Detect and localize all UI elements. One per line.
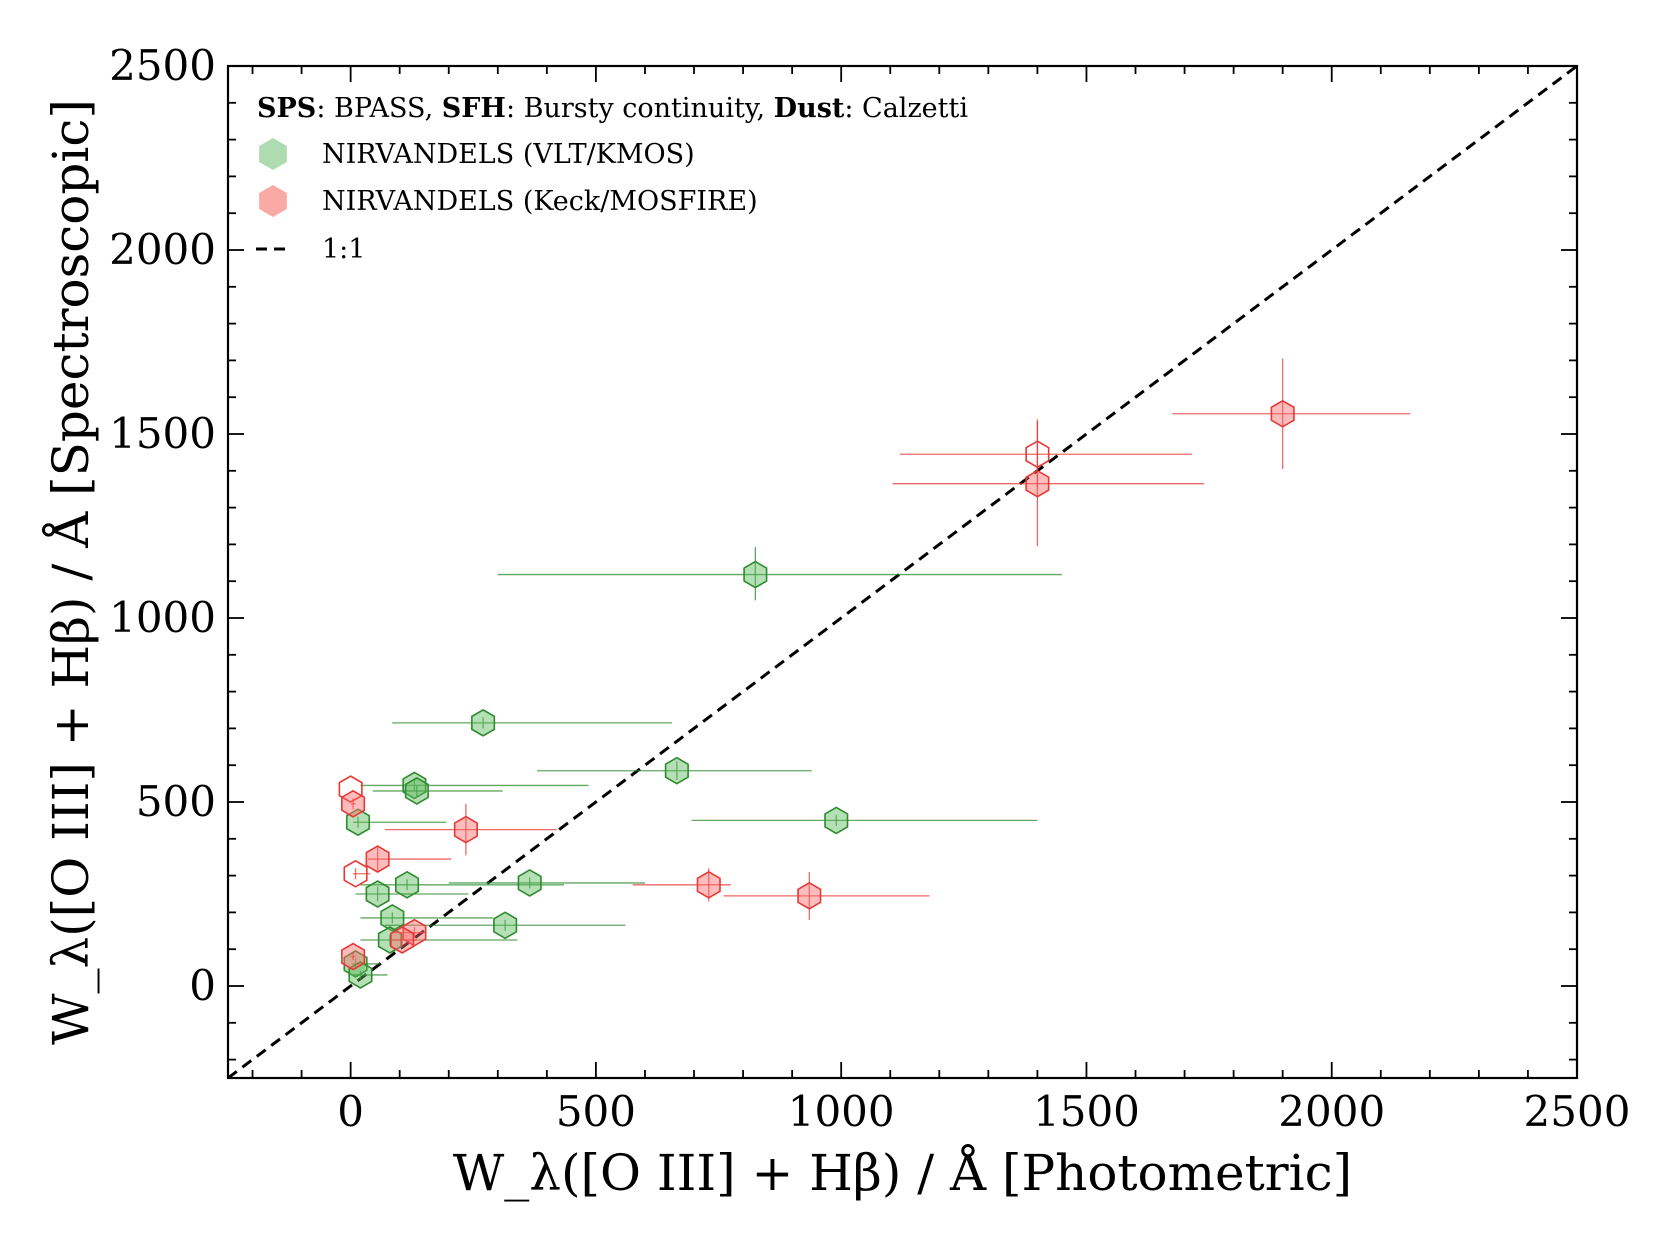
x-tick-label: 1000 [788, 1087, 895, 1136]
data-point [892, 421, 1205, 547]
y-tick-label: 500 [136, 777, 216, 826]
legend-label: NIRVANDELS (VLT/KMOS) [322, 139, 695, 170]
data-point [497, 546, 1062, 601]
series-vlt-kmos [343, 546, 1062, 989]
data-point [365, 845, 452, 873]
data-point [341, 942, 366, 971]
hexagon-marker [365, 880, 390, 908]
hexagon-marker [471, 708, 496, 737]
data-point [1172, 358, 1411, 469]
data-point [355, 880, 469, 908]
legend-header: SPS: BPASS, SFH: Bursty continuity, Dust… [257, 93, 968, 124]
data-point [360, 903, 493, 932]
hexagon-marker [402, 918, 427, 947]
data-point [632, 868, 731, 902]
hexagon-marker [1025, 469, 1050, 498]
legend-label: 1:1 [322, 234, 365, 265]
legend-header-value: : Calzetti [844, 93, 968, 124]
data-point [448, 869, 645, 897]
legend-entry: NIRVANDELS (VLT/KMOS) [259, 138, 695, 170]
x-tick-label: 500 [556, 1087, 636, 1136]
data-point [345, 808, 447, 837]
y-tick-label: 1000 [109, 593, 216, 642]
hexagon-marker [797, 881, 822, 910]
hexagon-marker [338, 775, 363, 804]
legend: SPS: BPASS, SFH: Bursty continuity, Dust… [256, 93, 968, 265]
data-point [384, 803, 557, 856]
data-point [392, 708, 672, 737]
x-axis-label: W_λ([O III] + Hβ) / Å [Photometric] [453, 1143, 1352, 1202]
hexagon-marker [394, 870, 420, 899]
data-point [341, 789, 366, 818]
legend-header-value: : BPASS, [316, 93, 441, 124]
legend-header-key: SFH [442, 93, 506, 124]
hexagon-marker [390, 926, 415, 954]
axes: 0 0 500 500 1000 1000 1500 1500 2000 2000 2500 2500 [109, 41, 1630, 1136]
legend-label: NIRVANDELS (Keck/MOSFIRE) [322, 186, 758, 217]
hexagon-marker [696, 870, 721, 899]
data-point [360, 771, 589, 800]
y-tick-label: 1500 [109, 409, 216, 458]
hexagon-marker [453, 815, 478, 844]
legend-entry: 1:1 [256, 234, 365, 265]
hexagon-marker [343, 859, 368, 888]
series-keck-mosfire [338, 358, 1411, 971]
y-tick-label: 0 [189, 961, 216, 1010]
hexagon-marker [377, 926, 402, 954]
legend-hexagon-icon [259, 185, 287, 217]
hexagon-marker [341, 942, 366, 971]
data-point [390, 926, 417, 954]
hexagon-marker [380, 903, 405, 932]
reference-line-layer [228, 66, 1577, 1078]
data-point [338, 775, 363, 804]
x-tick-label: 2500 [1524, 1087, 1631, 1136]
data-point [372, 777, 503, 805]
legend-header-key: Dust [774, 93, 845, 124]
hexagon-marker [404, 777, 429, 805]
one-to-one-line [228, 66, 1577, 1078]
data-point [394, 918, 427, 947]
hexagon-marker [1270, 399, 1295, 428]
hexagon-marker [664, 756, 689, 785]
x-tick-label: 2000 [1278, 1087, 1385, 1136]
x-tick-label: 0 [337, 1087, 364, 1136]
legend-hexagon-icon [259, 138, 287, 170]
legend-header-value: : Bursty continuity, [506, 93, 774, 124]
hexagon-marker [365, 845, 390, 873]
y-tick-label: 2000 [109, 225, 216, 274]
legend-header-key: SPS [257, 93, 316, 124]
hexagon-marker [824, 806, 849, 835]
hexagon-marker [493, 911, 518, 940]
hexagon-marker [517, 869, 542, 897]
data-point [691, 806, 1038, 835]
data-point [343, 859, 371, 888]
y-tick-label: 2500 [109, 41, 216, 90]
y-axis-label: W_λ([O III] + Hβ) / Å [Spectroscopic] [41, 99, 100, 1045]
data-points-layer [338, 358, 1411, 989]
data-point [723, 871, 930, 920]
hexagon-marker [743, 560, 768, 589]
data-point [537, 756, 812, 785]
hexagon-marker [341, 789, 366, 818]
plot-frame [226, 64, 1579, 1080]
legend-entry: NIRVANDELS (Keck/MOSFIRE) [259, 185, 758, 217]
data-point [360, 926, 518, 954]
x-tick-label: 1500 [1033, 1087, 1140, 1136]
